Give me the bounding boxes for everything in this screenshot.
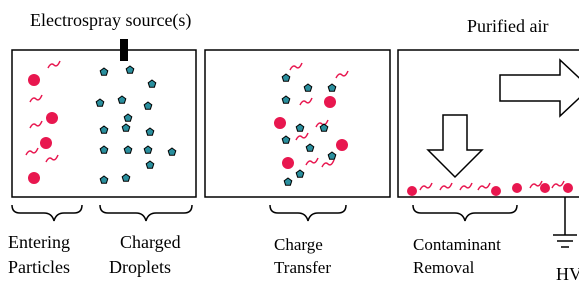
particle — [282, 157, 294, 169]
particle — [28, 74, 40, 86]
particle — [491, 186, 501, 196]
brace — [100, 205, 192, 221]
particle — [40, 137, 52, 149]
particle — [324, 96, 336, 108]
stage-labels: Entering Particles Charged Droplets Char… — [8, 232, 501, 277]
particle — [336, 139, 348, 151]
particle — [563, 183, 573, 193]
stage-label: Contaminant — [413, 235, 501, 254]
diagram: Electrospray source(s) Purified air HV E… — [0, 0, 579, 283]
stage-label: Particles — [8, 257, 70, 277]
source-label: Electrospray source(s) — [30, 10, 191, 31]
brace — [413, 205, 517, 221]
stage-label: Transfer — [274, 258, 331, 277]
particle — [274, 117, 286, 129]
stage-label: Droplets — [109, 257, 171, 277]
stage-label: Charge — [274, 235, 323, 254]
stage-label: Charged — [120, 232, 181, 252]
particle — [512, 183, 522, 193]
brace — [270, 205, 346, 221]
brace — [12, 205, 82, 221]
outlet-label: Purified air — [467, 16, 548, 36]
particle — [407, 186, 417, 196]
stage-label: Removal — [413, 258, 475, 277]
stage-box — [398, 50, 579, 197]
hv-label: HV — [556, 264, 579, 283]
particle — [540, 183, 550, 193]
particle — [46, 112, 58, 124]
nozzle — [120, 39, 128, 61]
ground-symbol — [553, 197, 577, 247]
stage-label: Entering — [8, 232, 70, 252]
particle — [28, 172, 40, 184]
